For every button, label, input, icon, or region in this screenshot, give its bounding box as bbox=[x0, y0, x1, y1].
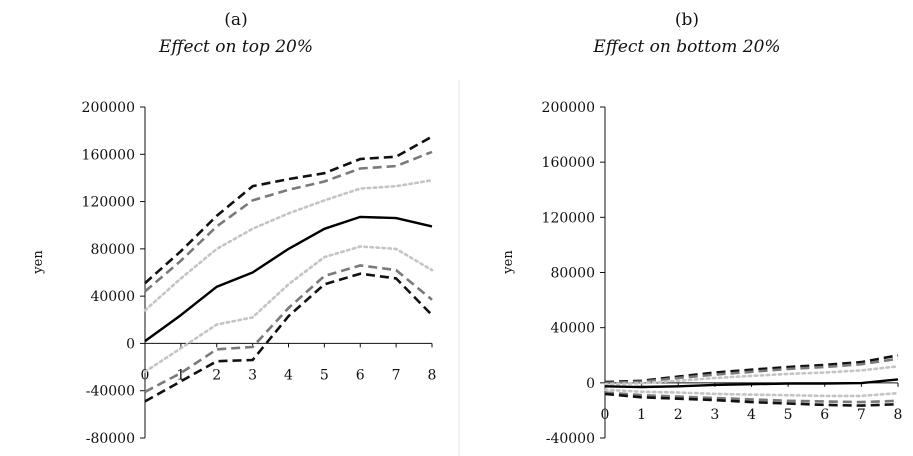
panel-b-x-tick-label: 4 bbox=[747, 407, 756, 423]
panel-b-y-tick-label: 80000 bbox=[550, 266, 595, 282]
panel-b-series-2-line bbox=[603, 364, 900, 386]
panel-b-series-6-line bbox=[604, 392, 899, 407]
panel-a-y-tick-label: -80000 bbox=[86, 431, 135, 447]
panel-a-x-tick-label: 0 bbox=[141, 367, 150, 383]
panel-a-x-tick-label: 5 bbox=[320, 367, 329, 383]
panel-a-series-1-line bbox=[144, 150, 433, 293]
panel-b-x-tick-label: 0 bbox=[601, 407, 610, 423]
panel-b-ylabel: yen bbox=[501, 250, 516, 275]
panel-a-title: Effect on top 20% bbox=[158, 37, 313, 57]
panel-a-x-tick-label: 1 bbox=[176, 367, 185, 383]
panel-a-series-5-line bbox=[144, 264, 433, 394]
panel-b-series-3-line bbox=[604, 378, 899, 389]
panel-a-letter: (a) bbox=[224, 10, 247, 30]
panel-b-series-0-line bbox=[604, 354, 899, 384]
panel-b-x-tick-label: 8 bbox=[894, 407, 903, 423]
panel-b-y-tick-label: -40000 bbox=[546, 431, 595, 447]
panel-b-series-1-line bbox=[604, 357, 899, 385]
panel-b-letter: (b) bbox=[675, 10, 699, 30]
panel-a-x-tick-label: 8 bbox=[428, 367, 437, 383]
panel-a-y-tick-label: -40000 bbox=[86, 384, 135, 400]
panel-a-x-tick-label: 2 bbox=[212, 367, 221, 383]
panel-b-series-5-line bbox=[604, 391, 899, 404]
panel-b-y-tick-label: 0 bbox=[586, 376, 595, 392]
panel-b-y-tick-label: 120000 bbox=[542, 210, 595, 226]
panel-b-x-tick-label: 5 bbox=[784, 407, 793, 423]
panel-a-x-tick-label: 7 bbox=[392, 367, 401, 383]
panel-a-y-tick-label: 200000 bbox=[82, 100, 135, 116]
panel-a-y-tick-label: 120000 bbox=[82, 195, 135, 211]
panel-a-x-tick-label: 3 bbox=[248, 367, 257, 383]
panel-b-y-tick-label: 160000 bbox=[542, 155, 595, 171]
panel-a-x-tick-label: 6 bbox=[356, 367, 365, 383]
panel-a-y-tick-label: 80000 bbox=[90, 242, 135, 258]
panel-b-x-tick-label: 2 bbox=[674, 407, 683, 423]
panel-b-plot: 200000 160000 120000 80000 40000 0 -40000 0 1 2 3 4… bbox=[542, 100, 903, 447]
panel-a-series-6-line bbox=[144, 272, 433, 403]
panel-a-y-tick-label: 40000 bbox=[90, 289, 135, 305]
panel-b-title: Effect on bottom 20% bbox=[592, 37, 780, 57]
panel-b-x-tick-label: 7 bbox=[857, 407, 866, 423]
panel-b-y-tick-label: 40000 bbox=[550, 321, 595, 337]
panel-a-y-tick-label: 0 bbox=[126, 336, 135, 352]
panel-b-x-tick-label: 3 bbox=[710, 407, 719, 423]
panel-a-series-4-line bbox=[143, 245, 434, 374]
panel-a-y-tick-label: 160000 bbox=[82, 147, 135, 163]
panel-b-x-tick-label: 1 bbox=[637, 407, 646, 423]
panel-b-x-tick-label: 6 bbox=[820, 407, 829, 423]
panel-a-plot: 200000 160000 120000 80000 40000 0 -40000 -8000… bbox=[82, 100, 437, 447]
panel-a-ylabel: yen bbox=[31, 250, 46, 275]
panel-a-series-0-line bbox=[144, 135, 433, 285]
panel-a-series-2-line bbox=[143, 179, 434, 312]
panel-a-series-3-line bbox=[144, 215, 433, 343]
panel-b-y-tick-label: 200000 bbox=[542, 100, 595, 116]
panel-b-series-4-line bbox=[603, 388, 900, 398]
panel-a-x-tick-label: 4 bbox=[284, 367, 293, 383]
